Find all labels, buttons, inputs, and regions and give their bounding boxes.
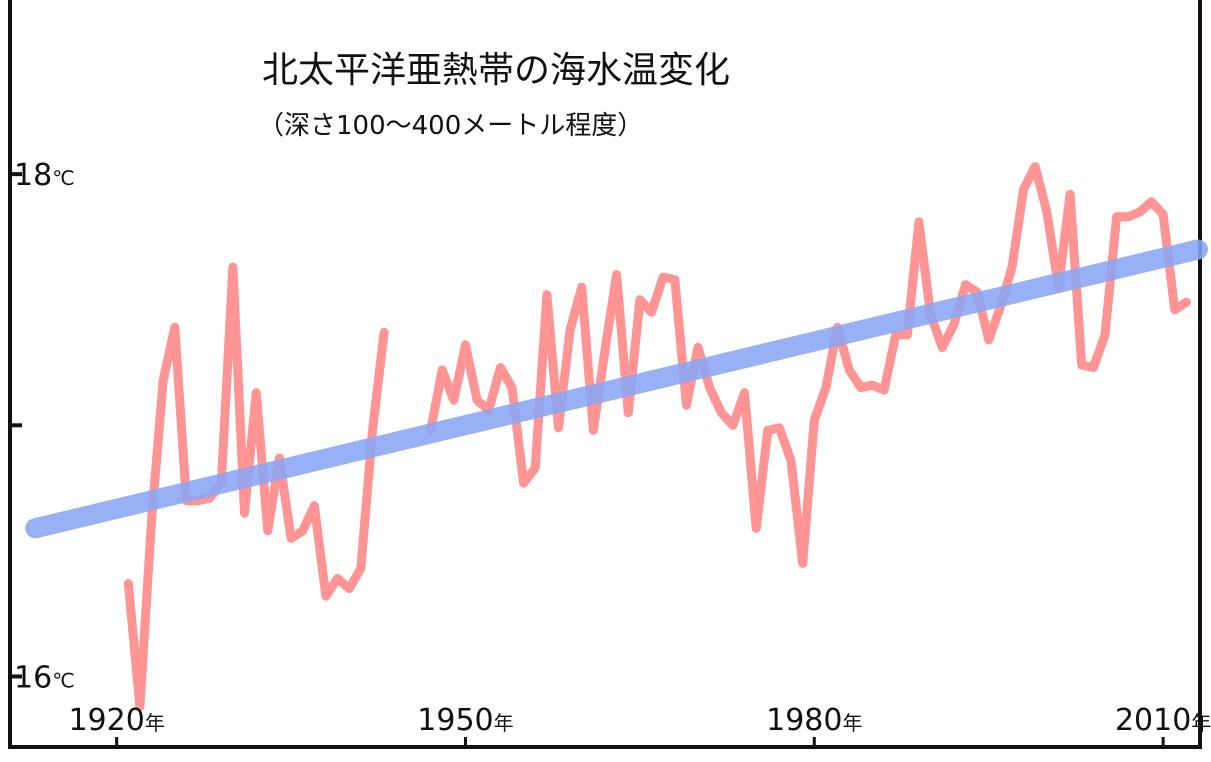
trend-line bbox=[25, 239, 1208, 539]
observed-series-line-1 bbox=[123, 262, 389, 712]
x-tick-unit: 年 bbox=[1191, 711, 1211, 735]
x-tick-label: 1920年 bbox=[68, 703, 164, 738]
plot-frame bbox=[8, 0, 1202, 749]
observed-series-line-2 bbox=[426, 162, 1191, 568]
axis-layer: 16℃ 18℃ 1920年 1950年 1980年 2010年 bbox=[10, 158, 1211, 747]
y-tick-unit: ℃ bbox=[52, 668, 74, 692]
chart-title: 北太平洋亜熱帯の海水温変化 bbox=[262, 50, 730, 91]
x-tick-label: 1950年 bbox=[417, 703, 513, 738]
x-tick-label: 2010年 bbox=[1115, 703, 1211, 738]
chart-subtitle: （深さ100～400メートル程度） bbox=[258, 111, 643, 141]
x-tick-unit: 年 bbox=[494, 711, 514, 735]
x-tick-label: 1980年 bbox=[766, 703, 862, 738]
x-tick-unit: 年 bbox=[842, 711, 862, 735]
x-tick-unit: 年 bbox=[145, 711, 165, 735]
y-tick-label: 16℃ bbox=[14, 660, 75, 695]
y-tick-label: 18℃ bbox=[14, 158, 75, 193]
series-layer bbox=[25, 162, 1208, 712]
y-tick-unit: ℃ bbox=[52, 166, 74, 190]
